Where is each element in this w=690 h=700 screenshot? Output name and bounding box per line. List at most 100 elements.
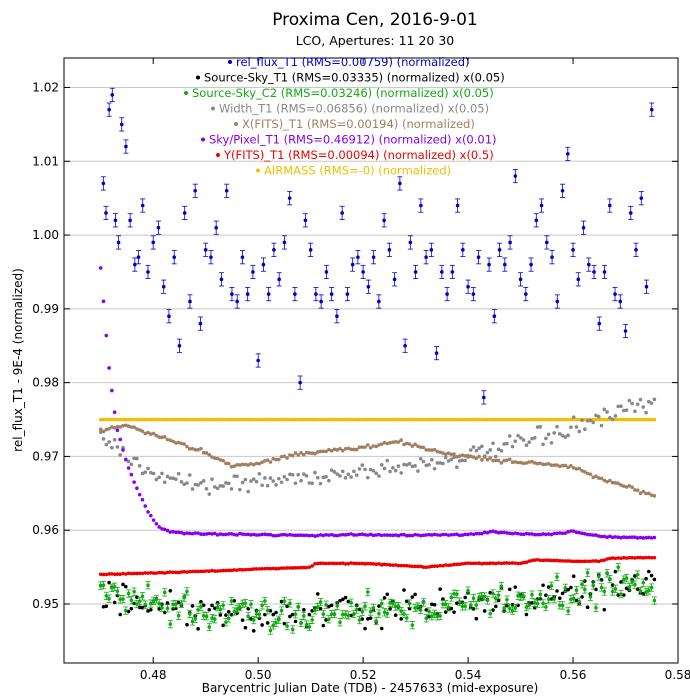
data-point xyxy=(616,593,621,597)
data-point xyxy=(576,277,581,282)
data-point xyxy=(416,444,420,449)
data-point xyxy=(307,451,312,455)
data-point xyxy=(132,417,136,422)
data-point xyxy=(441,461,445,466)
y-tick-label: 0.98 xyxy=(32,376,59,390)
data-point xyxy=(482,594,487,599)
data-point xyxy=(418,564,423,569)
data-point xyxy=(499,584,504,589)
data-point xyxy=(124,144,128,149)
data-point xyxy=(204,614,209,619)
data-point xyxy=(463,604,467,609)
legend-marker xyxy=(256,168,260,173)
data-point xyxy=(652,555,657,560)
data-point xyxy=(532,600,537,605)
data-point xyxy=(240,602,245,606)
data-point xyxy=(132,456,136,461)
y-tick-label: 1.01 xyxy=(32,154,59,168)
data-point xyxy=(418,608,423,612)
data-point xyxy=(307,625,312,629)
data-point xyxy=(619,404,623,409)
data-point xyxy=(199,532,203,536)
data-point xyxy=(366,443,370,447)
data-point xyxy=(446,563,451,568)
data-point xyxy=(214,225,218,230)
data-point xyxy=(455,532,459,537)
data-point xyxy=(149,571,153,575)
data-point xyxy=(627,483,632,488)
data-point xyxy=(115,445,120,449)
data-point xyxy=(324,417,328,422)
data-point xyxy=(482,417,487,422)
data-point xyxy=(246,532,250,537)
data-point xyxy=(455,601,459,605)
data-point xyxy=(471,532,476,537)
data-point xyxy=(268,609,273,613)
data-point xyxy=(452,610,456,614)
data-point xyxy=(477,417,481,422)
data-point xyxy=(266,292,271,296)
data-point xyxy=(160,471,164,476)
data-point xyxy=(594,417,598,422)
data-point xyxy=(491,417,495,422)
data-point xyxy=(354,607,359,612)
data-point xyxy=(413,270,418,274)
data-point xyxy=(510,417,515,422)
data-point xyxy=(176,613,181,618)
data-point xyxy=(421,445,426,450)
data-point xyxy=(443,532,448,537)
data-point xyxy=(240,462,245,467)
data-point xyxy=(488,417,493,422)
data-point xyxy=(613,535,618,539)
data-point xyxy=(388,417,392,422)
data-point xyxy=(407,601,412,606)
data-point xyxy=(480,594,484,599)
data-point xyxy=(343,447,348,451)
data-point xyxy=(641,580,646,585)
data-point xyxy=(318,606,323,611)
data-point xyxy=(260,460,264,465)
data-point xyxy=(532,417,537,422)
data-point xyxy=(288,532,292,537)
data-point xyxy=(338,474,342,478)
data-point xyxy=(413,592,417,597)
data-point xyxy=(399,563,404,568)
series-6 xyxy=(98,555,657,577)
data-point xyxy=(585,605,590,610)
data-point xyxy=(366,561,370,566)
data-point xyxy=(616,565,621,570)
data-point xyxy=(101,417,106,422)
data-point xyxy=(546,597,551,601)
data-point xyxy=(187,569,192,574)
data-point xyxy=(549,463,554,467)
data-point xyxy=(274,533,278,538)
data-point xyxy=(524,605,529,609)
data-point xyxy=(597,321,602,326)
data-point xyxy=(605,479,609,484)
data-point xyxy=(471,417,476,422)
data-point xyxy=(424,565,429,570)
data-point xyxy=(288,453,292,457)
data-point xyxy=(349,600,353,605)
data-point xyxy=(274,483,278,487)
data-point xyxy=(177,343,182,348)
data-point xyxy=(399,417,404,422)
data-point xyxy=(510,561,515,565)
data-point xyxy=(321,449,326,454)
data-point xyxy=(535,417,540,422)
data-point xyxy=(313,561,317,566)
data-point xyxy=(624,556,629,560)
data-point xyxy=(552,431,557,435)
data-point xyxy=(496,561,501,565)
data-point xyxy=(371,606,376,610)
data-point xyxy=(179,441,184,446)
data-point xyxy=(224,461,228,466)
data-point xyxy=(268,532,273,537)
data-point xyxy=(430,602,434,607)
data-point xyxy=(586,262,591,267)
data-point xyxy=(140,594,145,599)
data-point xyxy=(524,292,528,296)
data-point xyxy=(460,458,465,463)
data-point xyxy=(261,262,266,267)
data-point xyxy=(135,456,139,461)
